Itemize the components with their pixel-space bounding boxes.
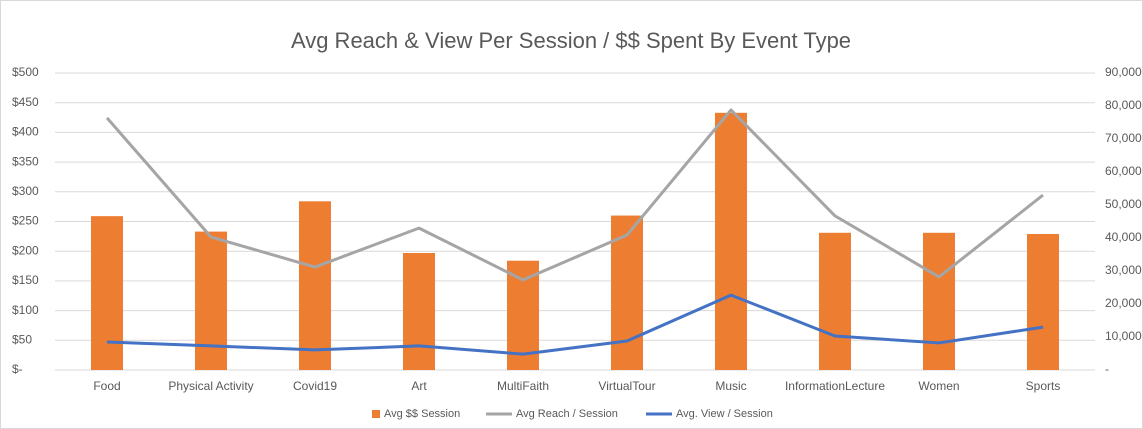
y-tick-label: $400 — [12, 125, 39, 139]
y2-tick-label: 60,000 — [1105, 164, 1142, 178]
y-tick-label: $100 — [12, 303, 39, 317]
x-tick-label: Music — [715, 379, 746, 393]
y2-tick-label: 30,000 — [1105, 263, 1142, 277]
y-tick-label: $450 — [12, 95, 39, 109]
y-tick-label: $350 — [12, 154, 39, 168]
legend-label: Avg. View / Session — [676, 408, 773, 420]
y2-tick-label: 90,000 — [1105, 65, 1142, 79]
y2-tick-label: 50,000 — [1105, 197, 1142, 211]
y2-tick-label: 70,000 — [1105, 131, 1142, 145]
y2-tick-label: 80,000 — [1105, 98, 1142, 112]
legend-label: Avg $$ Session — [384, 408, 460, 420]
bar — [611, 215, 643, 370]
bar — [403, 252, 435, 370]
x-tick-label: MultiFaith — [497, 379, 549, 393]
bar — [299, 201, 331, 370]
y-tick-label: $300 — [12, 184, 39, 198]
line-series — [105, 108, 1044, 282]
x-tick-label: Women — [918, 379, 959, 393]
bar — [195, 231, 227, 370]
line-series — [106, 293, 1044, 356]
legend-swatch — [372, 410, 380, 418]
bar — [1027, 233, 1059, 370]
bar — [715, 112, 747, 370]
x-tick-label: Sports — [1026, 379, 1061, 393]
chart-title: Avg Reach & View Per Session / $$ Spent … — [291, 28, 851, 53]
x-tick-label: Covid19 — [293, 379, 337, 393]
bar — [819, 232, 851, 370]
y-tick-label: $50 — [12, 332, 32, 346]
y2-tick-label: 40,000 — [1105, 230, 1142, 244]
x-tick-label: InformationLecture — [785, 379, 885, 393]
y2-tick-label: - — [1105, 362, 1109, 376]
y-tick-label: $250 — [12, 214, 39, 228]
x-tick-label: Physical Activity — [168, 379, 253, 393]
y-tick-label: $150 — [12, 273, 39, 287]
legend-label: Avg Reach / Session — [516, 408, 618, 420]
y-tick-label: $- — [12, 362, 23, 376]
x-tick-label: Food — [93, 379, 120, 393]
y2-tick-label: 10,000 — [1105, 329, 1142, 343]
x-tick-label: Art — [411, 379, 427, 393]
y2-tick-label: 20,000 — [1105, 296, 1142, 310]
bar — [923, 232, 955, 370]
bar — [91, 216, 123, 370]
y-tick-label: $500 — [12, 65, 39, 79]
y-tick-label: $200 — [12, 243, 39, 257]
x-tick-label: VirtualTour — [598, 379, 655, 393]
